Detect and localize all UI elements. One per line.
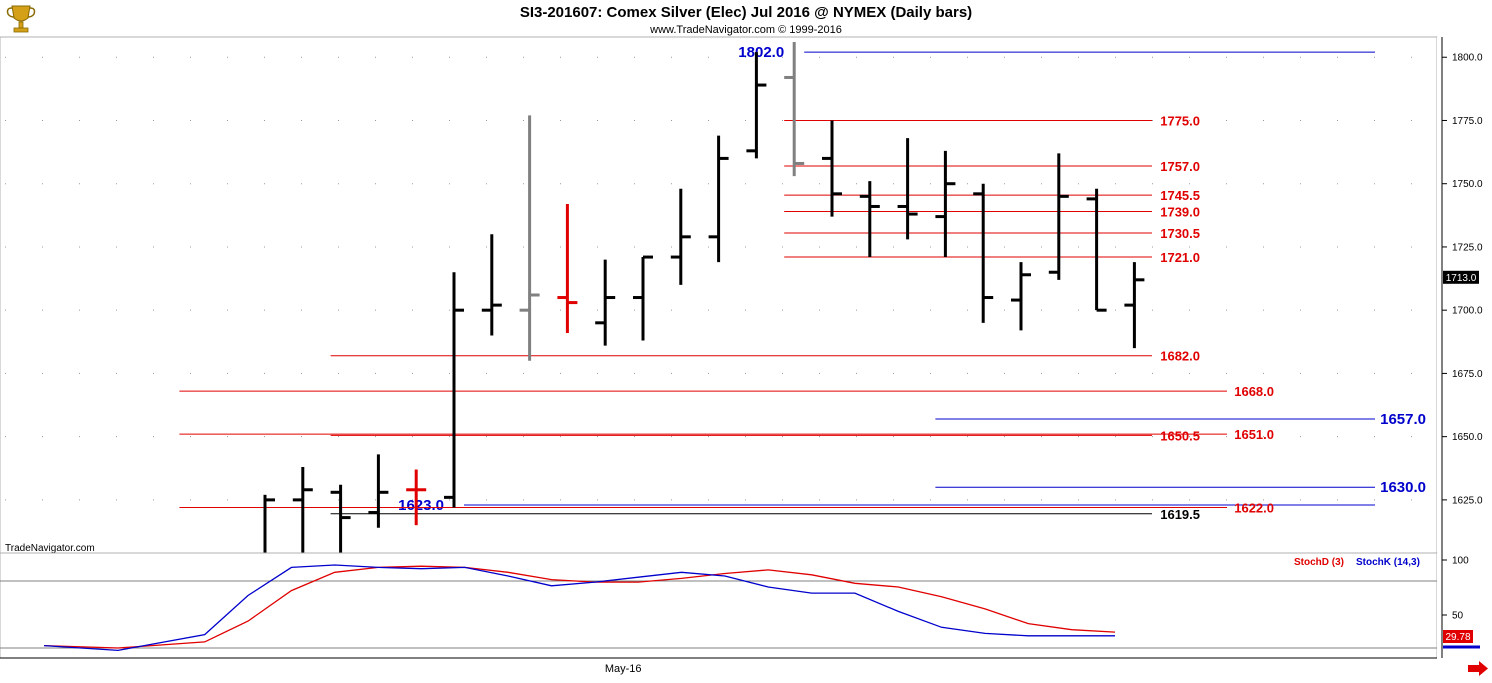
price-bars <box>263 42 1145 553</box>
ohlc-bar <box>368 454 389 528</box>
last-price-marker: 1713.0 <box>1443 270 1479 284</box>
ohlc-bar <box>784 42 805 177</box>
price-tick-label: 1675.0 <box>1452 369 1483 380</box>
ohlc-bar <box>519 115 540 361</box>
ohlc-bar <box>746 52 767 159</box>
time-axis-label: May-16 <box>605 663 642 675</box>
stoch-tick-label: 100 <box>1452 556 1469 567</box>
level-label-1668.0: 1668.0 <box>1234 384 1274 399</box>
ohlc-bar <box>330 484 351 553</box>
ohlc-bar <box>292 467 313 553</box>
price-tick-label: 1800.0 <box>1452 53 1483 64</box>
ohlc-bar <box>897 138 918 240</box>
ohlc-bar <box>263 494 275 553</box>
level-label-1682.0: 1682.0 <box>1160 349 1200 364</box>
level-label-1630.0: 1630.0 <box>1380 479 1426 496</box>
ohlc-bar <box>595 259 616 346</box>
chart-title: SI3-201607: Comex Silver (Elec) Jul 2016… <box>520 4 972 21</box>
time-axis[interactable] <box>0 658 1492 678</box>
stoch-series-stochk <box>43 564 1115 652</box>
level-label-1757.0: 1757.0 <box>1160 159 1200 174</box>
level-label-1802.0: 1802.0 <box>738 44 784 61</box>
ohlc-bar <box>557 203 578 333</box>
price-tick-label: 1775.0 <box>1452 116 1483 127</box>
watermark: TradeNavigator.com <box>5 543 95 554</box>
price-levels: 1802.0 1775.0 1757.0 1745.5 1739.0 1730.5 1721… <box>179 44 1426 522</box>
chart-subtitle: www.TradeNavigator.com © 1999-2016 <box>649 24 842 36</box>
scroll-right-icon[interactable] <box>1468 661 1488 676</box>
level-label-1622.0: 1622.0 <box>1234 500 1274 515</box>
price-tick-label: 1625.0 <box>1452 495 1483 506</box>
level-label-1619.5: 1619.5 <box>1160 507 1200 522</box>
price-panel <box>0 36 1438 554</box>
price-tick-label: 1650.0 <box>1452 432 1483 443</box>
level-label-1623.0: 1623.0 <box>398 497 444 514</box>
ohlc-bar <box>406 469 427 526</box>
last-price-label: 1713.0 <box>1446 273 1477 284</box>
price-axis-ticks: 1800.0 1775.0 1750.0 1725.0 1700.0 1675.0 1650… <box>1442 53 1483 506</box>
stoch-series-stochd <box>43 565 1116 649</box>
level-label-1739.0: 1739.0 <box>1160 205 1200 220</box>
ohlc-bar <box>822 120 842 217</box>
level-label-1650.5: 1650.5 <box>1160 428 1200 443</box>
level-label-1775.0: 1775.0 <box>1160 113 1200 128</box>
price-tick-label: 1725.0 <box>1452 242 1483 253</box>
ohlc-bar <box>444 272 464 508</box>
price-tick-label: 1700.0 <box>1452 306 1483 317</box>
ohlc-bar <box>1086 188 1107 312</box>
ohlc-bar <box>859 181 880 258</box>
header-area <box>0 0 1492 37</box>
ohlc-bar <box>1048 153 1069 280</box>
legend-stochk: StochK (14,3) <box>1356 557 1420 568</box>
stoch-panel <box>0 552 1438 659</box>
ohlc-bar <box>973 183 994 323</box>
stoch-grid <box>0 580 1437 649</box>
ohlc-bar <box>1011 262 1031 331</box>
ohlc-bar <box>935 150 956 258</box>
level-label-1730.5: 1730.5 <box>1160 226 1200 241</box>
price-axis[interactable] <box>1437 37 1492 553</box>
ohlc-bar <box>708 135 729 263</box>
ohlc-bar <box>670 188 691 285</box>
ohlc-bar <box>1124 262 1145 349</box>
ohlc-bar <box>481 234 502 336</box>
level-label-1657.0: 1657.0 <box>1380 411 1426 428</box>
level-label-1745.5: 1745.5 <box>1160 188 1200 203</box>
level-label-1721.0: 1721.0 <box>1160 250 1200 265</box>
trophy-icon[interactable] <box>6 5 36 33</box>
stoch-last-marker: 29.78 <box>1443 630 1473 643</box>
price-tick-label: 1750.0 <box>1452 179 1483 190</box>
legend-stochd: StochD (3) <box>1294 557 1344 568</box>
stoch-lines <box>43 564 1116 652</box>
stoch-axis-ticks: 100 50 <box>1442 556 1480 649</box>
stoch-tick-label: 50 <box>1452 611 1464 622</box>
ohlc-bar <box>633 255 653 341</box>
level-label-1651.0: 1651.0 <box>1234 427 1274 442</box>
stoch-last-label: 29.78 <box>1445 632 1470 643</box>
